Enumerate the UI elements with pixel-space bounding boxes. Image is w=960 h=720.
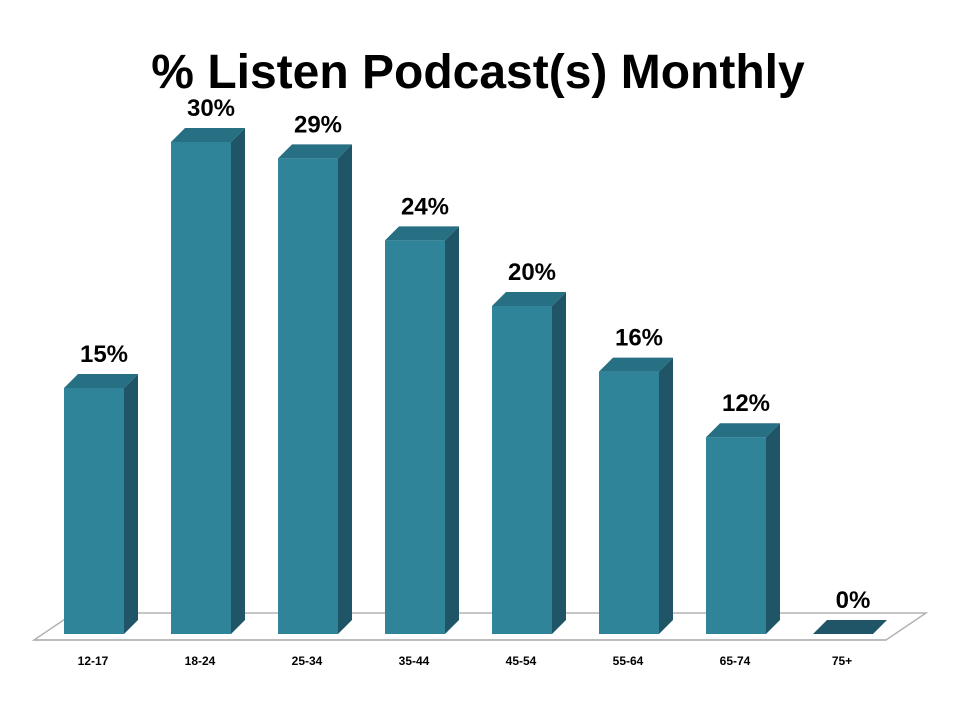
- data-label: 20%: [508, 259, 556, 286]
- x-tick-label: 55-64: [613, 654, 644, 668]
- bar-top: [599, 357, 673, 372]
- bar-front: [706, 437, 766, 634]
- bar-35-44: [385, 226, 459, 634]
- data-labels: 15% 30% 29% 24% 20% 16% 12% 0%: [80, 95, 870, 614]
- x-tick-label: 25-34: [292, 654, 323, 668]
- bar-top: [171, 128, 245, 142]
- bar-top: [278, 144, 352, 159]
- data-label: 29%: [294, 111, 342, 138]
- bar-front: [599, 371, 659, 634]
- data-label: 16%: [615, 325, 663, 352]
- bar-side: [659, 357, 673, 634]
- x-axis-tick-labels: 12-17 18-24 25-34 35-44 45-54 55-64 65-74 75+: [78, 654, 853, 668]
- bar-side: [445, 226, 459, 634]
- bar-side: [552, 292, 566, 634]
- bar-top: [813, 620, 887, 634]
- x-tick-label: 65-74: [720, 654, 751, 668]
- bar-top: [492, 292, 566, 306]
- bar-12-17: [64, 374, 138, 634]
- bar-65-74: [706, 423, 780, 634]
- bar-side: [231, 128, 245, 634]
- bar-25-34: [278, 144, 352, 634]
- data-label: 24%: [401, 193, 449, 220]
- bar-45-54: [492, 292, 566, 634]
- x-tick-label: 75+: [832, 654, 852, 668]
- bar-18-24: [171, 128, 245, 634]
- x-tick-label: 18-24: [185, 654, 216, 668]
- bar-front: [171, 142, 231, 634]
- bar-front: [385, 240, 445, 634]
- data-label: 15%: [80, 341, 128, 368]
- data-label: 30%: [187, 95, 235, 122]
- bar-top: [64, 374, 138, 388]
- bar-front: [492, 306, 552, 634]
- bar-75+: [813, 620, 887, 634]
- x-tick-label: 45-54: [506, 654, 537, 668]
- bar-top: [706, 423, 780, 438]
- chart-floor: [31, 612, 929, 641]
- bar-front: [64, 388, 124, 634]
- chart-title: % Listen Podcast(s) Monthly: [151, 46, 805, 99]
- bar-side: [124, 374, 138, 634]
- bar-side: [338, 144, 352, 634]
- bar-front: [278, 158, 338, 634]
- bar-series: [64, 128, 887, 634]
- bar-55-64: [599, 357, 673, 634]
- data-label: 12%: [722, 390, 770, 417]
- bar-side: [766, 423, 780, 634]
- bar-top: [385, 226, 459, 241]
- x-tick-label: 12-17: [78, 654, 109, 668]
- x-tick-label: 35-44: [399, 654, 430, 668]
- data-label: 0%: [836, 587, 871, 614]
